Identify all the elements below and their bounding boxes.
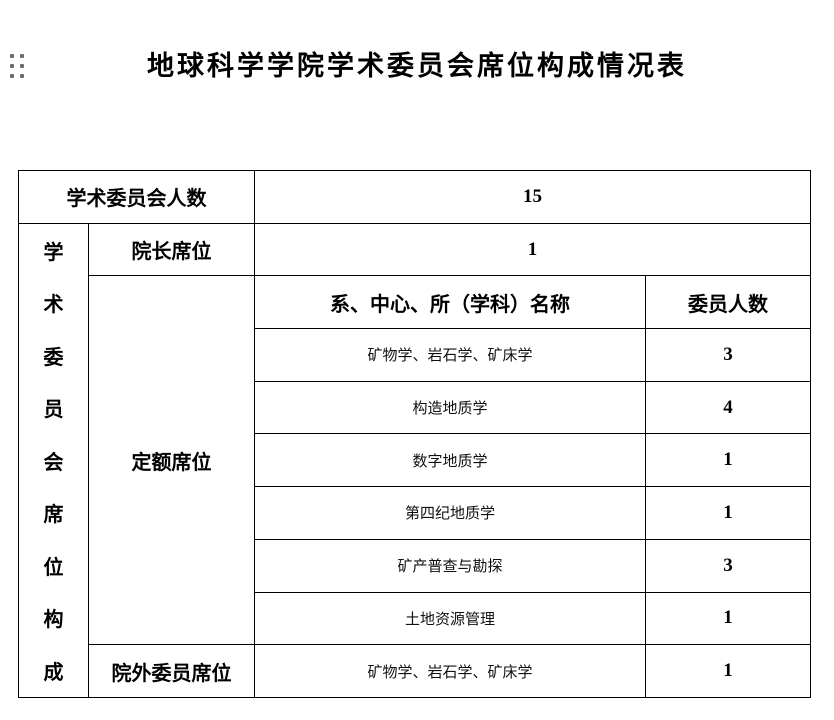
member-count: 1 [645,591,811,646]
column-header-count: 委员人数 [645,275,811,330]
member-count: 3 [645,328,811,382]
external-department-name: 矿物学、岩石学、矿床学 [254,644,646,698]
vertical-header-char: 席 [43,504,64,527]
committee-seats-table: 学术委员会人数 15 学 术 委 员 会 席 位 构 成 [18,170,811,698]
vertical-header-char: 构 [43,609,64,632]
drag-handle-dot [10,74,14,78]
vertical-header-char: 会 [43,451,64,474]
table-row-column-headers: 定额席位 系、中心、所（学科）名称 委员人数 [19,275,811,646]
vertical-header-char: 员 [43,399,64,422]
vertical-header-cell: 学 术 委 员 会 席 位 构 成 [18,222,89,698]
department-name: 数字地质学 [254,433,646,488]
table-row-external: 院外委员席位 矿物学、岩石学、矿床学 1 [19,644,811,698]
vertical-header-char: 成 [43,661,64,684]
drag-handle-dot [20,74,24,78]
department-name: 第四纪地质学 [254,486,646,540]
dean-seat-label: 院长席位 [88,222,255,277]
vertical-header-char: 委 [43,346,64,369]
total-members-value: 15 [254,170,811,224]
drag-handle-dot [20,54,24,58]
member-count: 3 [645,538,811,593]
vertical-header-char: 学 [43,242,64,264]
table-row-total: 学术委员会人数 15 [18,170,811,224]
column-header-name: 系、中心、所（学科）名称 [254,275,646,330]
table-row-quota: 矿产普查与勘探 3 [19,538,811,593]
department-name: 土地资源管理 [254,591,646,646]
vertical-header-text: 学 术 委 员 会 席 位 构 成 [19,224,88,696]
page-title: 地球科学学院学术委员会席位构成情况表 [147,51,687,81]
drag-handle-dot [20,64,24,68]
member-count: 1 [645,486,811,540]
member-count: 1 [645,433,811,488]
vertical-header-char: 位 [43,556,64,579]
table-row-quota: 矿物学、岩石学、矿床学 3 [19,328,811,382]
department-name: 矿产普查与勘探 [254,538,646,593]
department-name: 矿物学、岩石学、矿床学 [254,328,646,382]
table-row-quota: 土地资源管理 1 [19,591,811,646]
external-seat-label: 院外委员席位 [88,644,255,698]
table-row-dean: 学 术 委 员 会 席 位 构 成 院长席位 1 [18,222,811,698]
vertical-header-char: 术 [43,294,64,317]
drag-handle-dot [10,64,14,68]
external-seat-value: 1 [645,644,811,698]
member-count: 4 [645,380,811,435]
total-members-label: 学术委员会人数 [18,170,255,224]
quota-seat-label: 定额席位 [88,275,255,646]
department-name: 构造地质学 [254,380,646,435]
dean-seat-value: 1 [254,222,811,277]
drag-handle-dot [10,54,14,58]
table-row-quota: 数字地质学 1 [19,433,811,488]
drag-handle-icon[interactable] [10,54,24,78]
